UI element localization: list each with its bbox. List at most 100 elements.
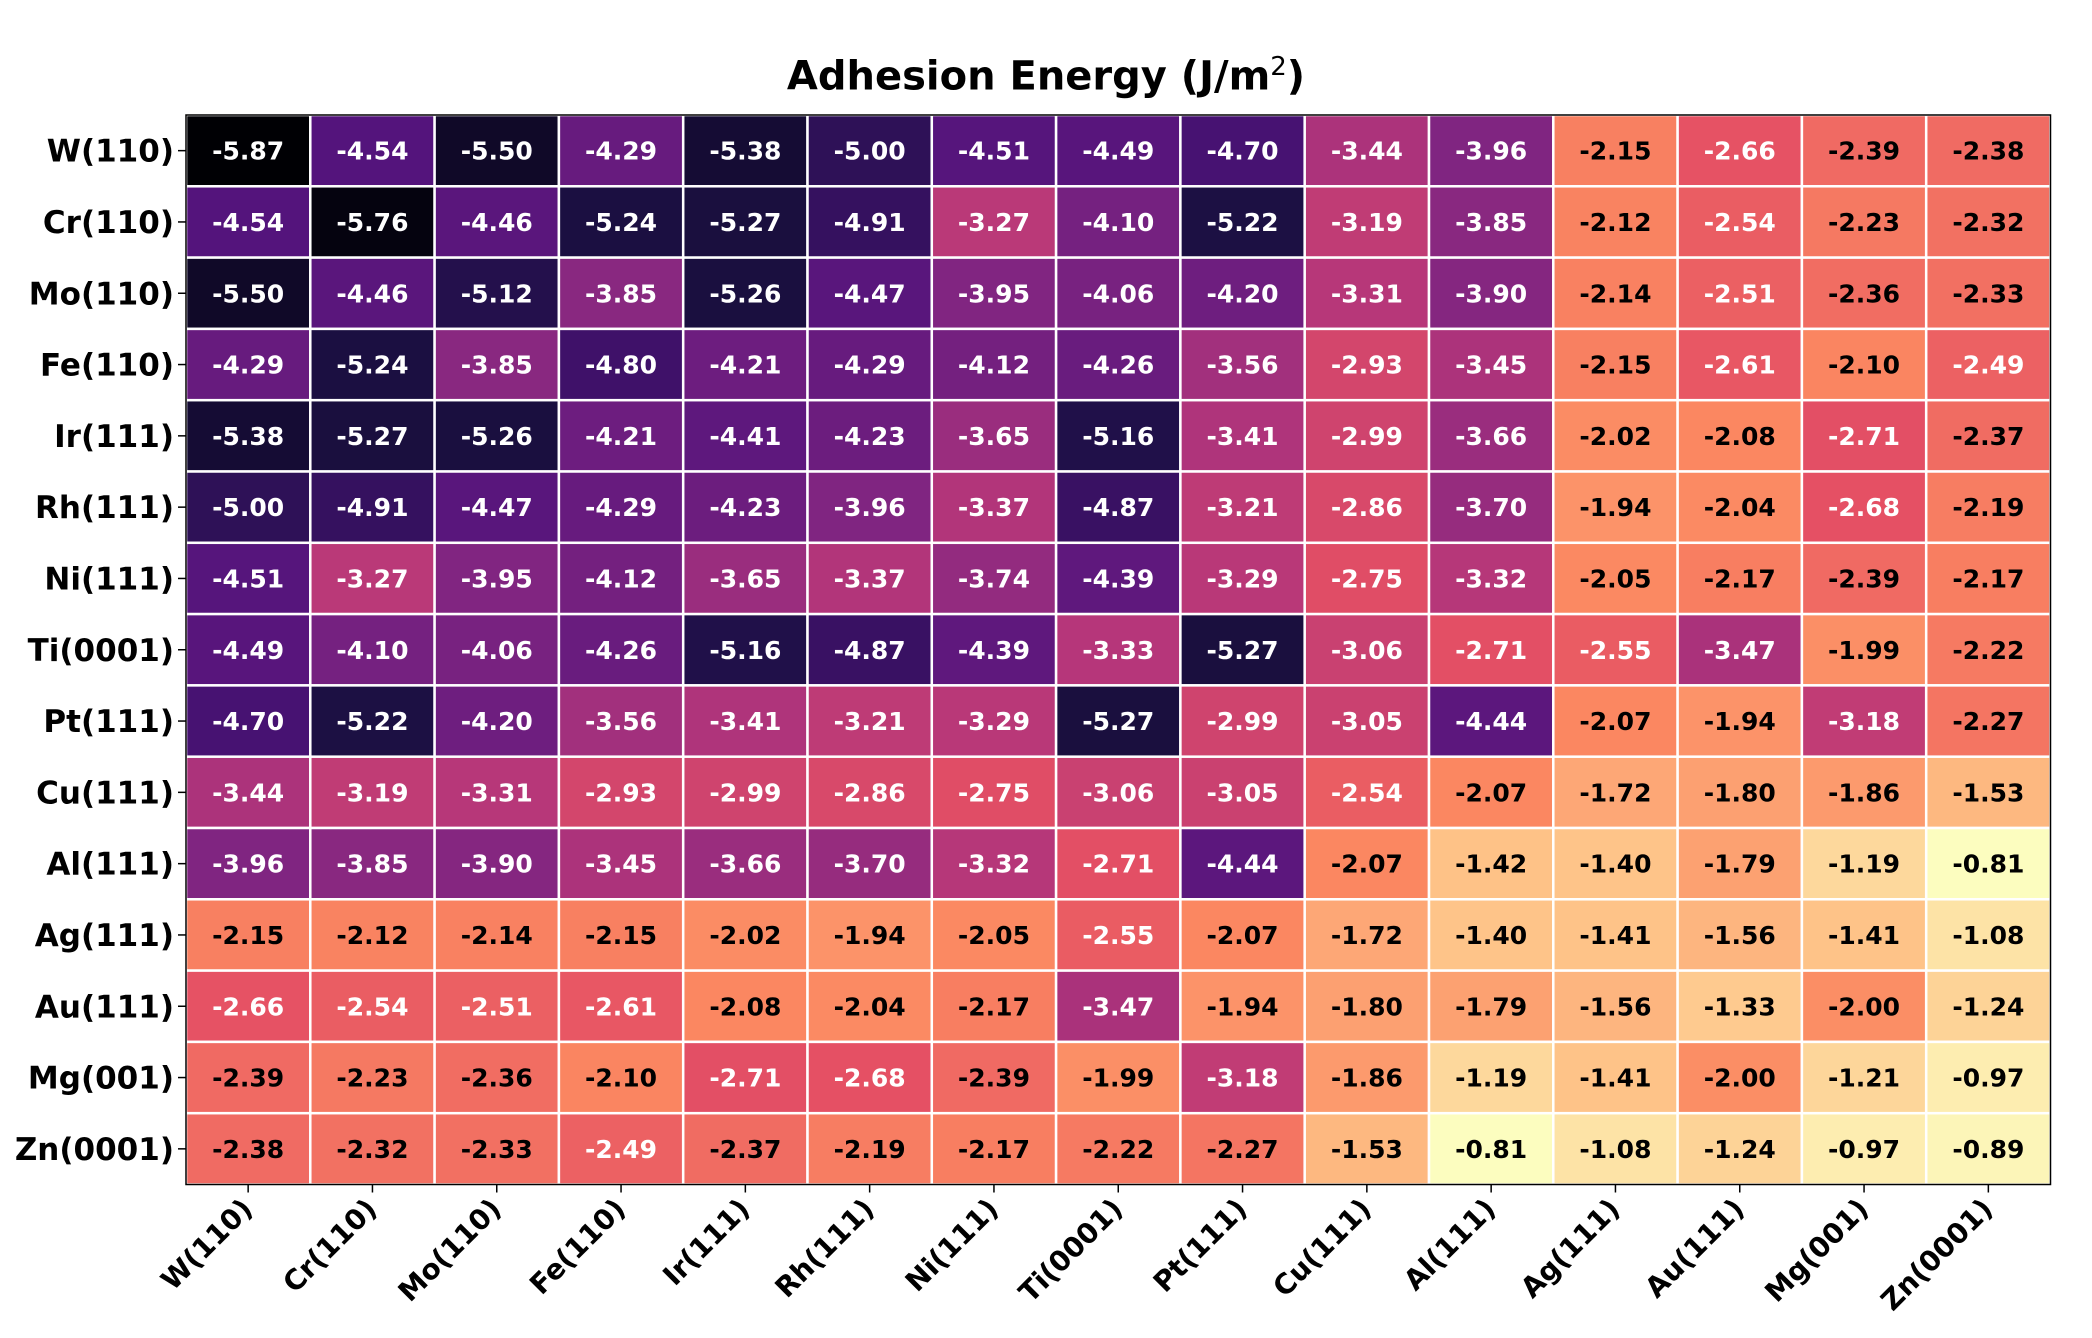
cell-value-label: -2.15 <box>212 921 284 950</box>
cell-value-label: -3.96 <box>834 493 906 522</box>
cell-value-label: -4.26 <box>1082 351 1154 380</box>
cell-value-label: -2.32 <box>1952 208 2024 237</box>
cell-value-label: -4.54 <box>212 208 284 237</box>
cell-value-label: -5.27 <box>1207 636 1279 665</box>
heatmap-cell <box>557 185 685 259</box>
heatmap-cell <box>930 612 1058 687</box>
cell-value-label: -4.80 <box>585 351 657 380</box>
cell-value-label: -4.06 <box>461 636 533 665</box>
cell-value-label: -1.41 <box>1579 921 1651 950</box>
cell-value-label: -5.12 <box>461 279 533 308</box>
heatmap-cell <box>930 755 1058 830</box>
heatmap-cell <box>1303 898 1431 972</box>
cell-value-label: -4.12 <box>958 351 1030 380</box>
cell-value-label: -3.06 <box>1082 778 1154 807</box>
heatmap-cell <box>1303 612 1431 687</box>
heatmap-cell <box>433 684 561 758</box>
cell-value-label: -2.19 <box>1952 493 2024 522</box>
heatmap-cell <box>806 113 934 188</box>
cell-value-label: -5.00 <box>834 137 906 166</box>
cell-value-label: -2.39 <box>212 1064 284 1093</box>
cell-value-label: -1.94 <box>834 921 906 950</box>
heatmap-cell <box>309 826 436 901</box>
cell-value-label: -4.46 <box>461 208 533 237</box>
cell-value-label: -5.38 <box>212 422 284 451</box>
cell-value-label: -5.87 <box>212 137 284 166</box>
cell-value-label: -2.04 <box>834 992 906 1021</box>
heatmap-cell <box>1552 470 1679 545</box>
heatmap-cell <box>930 327 1058 402</box>
cell-value-label: -3.33 <box>1082 636 1154 665</box>
heatmap-cell <box>1427 327 1555 402</box>
cell-value-label: -5.50 <box>461 137 533 166</box>
cell-value-label: -1.72 <box>1579 778 1651 807</box>
cell-value-label: -2.08 <box>709 992 781 1021</box>
y-tick-label: Ni(111) <box>44 561 174 597</box>
cell-value-label: -0.89 <box>1952 1135 2024 1164</box>
cell-value-label: -3.45 <box>1455 351 1527 380</box>
cell-value-label: -1.79 <box>1455 992 1527 1021</box>
y-tick-label: Cr(110) <box>43 205 174 241</box>
cell-value-label: -5.16 <box>709 636 781 665</box>
cell-value-label: -3.27 <box>958 208 1030 237</box>
heatmap-cell <box>433 898 561 972</box>
heatmap-cell <box>1552 684 1679 758</box>
heatmap-cell <box>681 185 809 259</box>
heatmap-cell <box>806 1111 934 1186</box>
cell-value-label: -2.02 <box>709 921 781 950</box>
cell-value-label: -5.26 <box>709 279 781 308</box>
cell-value-label: -5.24 <box>585 208 657 237</box>
cell-value-label: -2.54 <box>1704 208 1776 237</box>
y-tick-label: Pt(111) <box>43 704 174 740</box>
heatmap-cell <box>309 113 436 188</box>
heatmap-cell <box>557 684 685 758</box>
cell-value-label: -2.12 <box>336 921 408 950</box>
cell-value-label: -3.05 <box>1207 778 1279 807</box>
cell-value-label: -4.41 <box>709 422 781 451</box>
chart-title-text: Adhesion Energy (J/m <box>786 53 1271 100</box>
heatmap-cell <box>1427 1040 1555 1115</box>
heatmap-cell <box>1427 1111 1555 1186</box>
y-tick-label: Ir(111) <box>54 419 174 455</box>
cell-value-label: -2.04 <box>1704 493 1776 522</box>
cell-value-label: -2.75 <box>958 778 1030 807</box>
cell-value-label: -1.41 <box>1579 1064 1651 1093</box>
cell-value-label: -3.32 <box>1455 564 1527 593</box>
heatmap-cell <box>1427 541 1555 616</box>
cell-value-label: -2.71 <box>1828 422 1900 451</box>
x-tick-label: W(110) <box>154 1192 259 1297</box>
cell-value-label: -2.07 <box>1331 850 1403 879</box>
x-tick-label: Cu(111) <box>1266 1192 1377 1303</box>
cell-value-label: -2.17 <box>1704 564 1776 593</box>
heatmap-cell <box>1552 898 1679 972</box>
cell-value-label: -3.96 <box>1455 137 1527 166</box>
x-tick-label: Pt(111) <box>1147 1192 1254 1299</box>
cell-value-label: -5.24 <box>336 351 408 380</box>
cell-value-label: -2.10 <box>585 1064 657 1093</box>
cell-value-label: -4.91 <box>336 493 408 522</box>
cell-value-label: -4.20 <box>461 707 533 736</box>
cell-value-label: -4.21 <box>709 351 781 380</box>
heatmap-cell <box>1800 398 1928 473</box>
cell-value-label: -4.10 <box>336 636 408 665</box>
cell-value-label: -3.18 <box>1207 1064 1279 1093</box>
cell-value-label: -0.97 <box>1952 1064 2024 1093</box>
heatmap-cell <box>1303 327 1431 402</box>
cell-value-label: -2.37 <box>709 1135 781 1164</box>
cell-value-label: -2.05 <box>958 921 1030 950</box>
y-tick-label: Ti(0001) <box>28 633 174 669</box>
cell-value-label: -2.33 <box>461 1135 533 1164</box>
heatmap-cell <box>1676 327 1804 402</box>
heatmap-cell <box>309 969 436 1044</box>
cell-value-label: -3.65 <box>709 564 781 593</box>
cell-value-label: -2.99 <box>709 778 781 807</box>
cell-value-label: -1.99 <box>1828 636 1900 665</box>
x-tick-label: Ir(111) <box>656 1192 756 1292</box>
cell-value-label: -3.85 <box>461 351 533 380</box>
cell-value-label: -4.39 <box>958 636 1030 665</box>
heatmap-cell <box>557 327 685 402</box>
cell-value-label: -1.99 <box>1082 1064 1154 1093</box>
cell-value-label: -2.49 <box>585 1135 657 1164</box>
heatmap-cell <box>1800 898 1928 972</box>
cell-value-label: -2.22 <box>1082 1135 1154 1164</box>
